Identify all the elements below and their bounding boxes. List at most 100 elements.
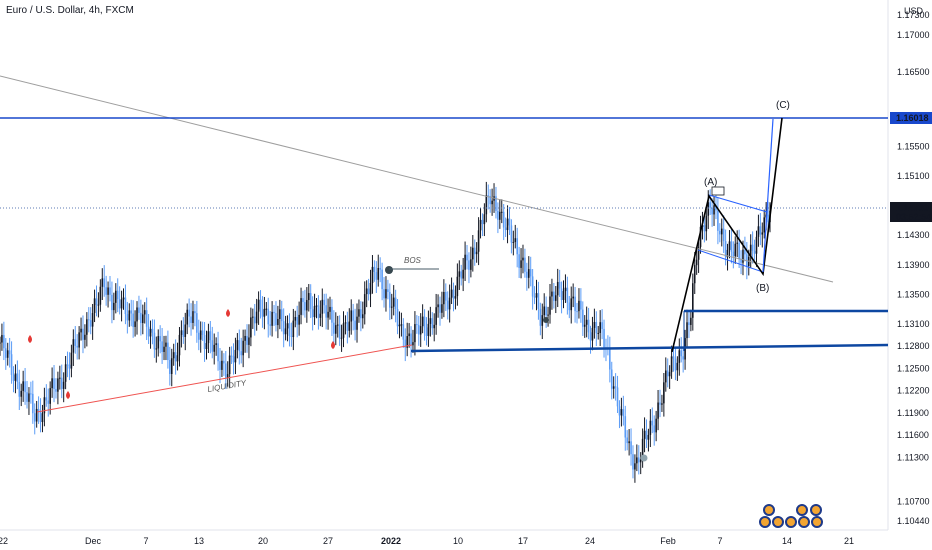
candle-body — [537, 293, 540, 309]
candle-body — [190, 316, 192, 323]
candle-body — [140, 312, 142, 324]
candle-body — [722, 228, 725, 242]
candle-body — [292, 320, 295, 337]
candle-body — [659, 402, 661, 405]
candle-body — [246, 335, 248, 345]
candle-body — [695, 259, 698, 266]
candle-body — [504, 227, 507, 231]
candle-body — [327, 311, 329, 318]
candle-body — [626, 437, 628, 444]
event-icon — [763, 504, 775, 516]
candle-body — [32, 393, 34, 414]
candle-body — [294, 316, 297, 321]
candle-body — [215, 343, 217, 345]
candle-body — [545, 306, 547, 316]
candle-body — [551, 291, 553, 297]
time-tick: 24 — [585, 536, 595, 546]
candle-body — [730, 241, 733, 252]
candle-body — [298, 314, 300, 325]
candle-body — [259, 299, 262, 310]
pennant-bottom — [697, 249, 764, 273]
candle-body — [599, 322, 601, 333]
candle-body — [161, 341, 163, 352]
candle-body — [151, 328, 154, 333]
candle-body — [39, 410, 42, 423]
candle-body — [336, 324, 339, 326]
candle-body — [334, 325, 337, 334]
candle-body — [657, 402, 659, 419]
candle-body — [441, 304, 443, 313]
candle-body — [587, 319, 590, 333]
candle-body — [282, 321, 285, 335]
wave-abc-lines — [671, 117, 783, 353]
candle-body — [244, 335, 246, 341]
candle-body — [113, 302, 115, 311]
candle-body — [641, 438, 644, 460]
candle-body — [466, 254, 468, 261]
candle-body — [35, 408, 38, 422]
candle-body — [450, 289, 453, 298]
candle-body — [174, 352, 177, 362]
candle-body — [472, 247, 474, 260]
candle-body — [539, 308, 542, 326]
candle-body — [562, 291, 565, 301]
candle-body — [288, 323, 291, 336]
candle-body — [554, 295, 557, 301]
candle-body — [64, 364, 67, 382]
candle-body — [593, 321, 596, 328]
candle-body — [180, 330, 183, 335]
price-tick: 1.12800 — [897, 341, 930, 351]
price-tick: 1.15500 — [897, 141, 930, 151]
candle-body — [481, 219, 484, 225]
candle-body — [448, 297, 451, 310]
candle-body — [720, 228, 723, 235]
candle-body — [697, 246, 700, 260]
candle-body — [580, 300, 582, 310]
candle-body — [732, 251, 735, 257]
candle-body — [549, 296, 551, 315]
candle-body — [738, 242, 740, 260]
candle-body — [674, 358, 677, 371]
price-tick: 1.11900 — [897, 408, 929, 418]
time-tick: Feb — [660, 536, 676, 546]
candle-body — [49, 388, 51, 404]
candle-body — [518, 254, 520, 268]
candle-body — [572, 296, 574, 299]
candle-body — [583, 324, 586, 327]
candle-body — [749, 244, 752, 258]
candle-body — [261, 309, 264, 317]
candle-body — [51, 378, 53, 389]
candle-body — [149, 328, 152, 337]
candle-body — [186, 309, 188, 325]
candle-body — [591, 327, 594, 341]
candle-body — [516, 238, 518, 255]
candle-body — [618, 406, 621, 416]
wave-projection-line — [762, 118, 774, 273]
candle-body — [304, 302, 306, 311]
candle-body — [647, 434, 650, 440]
candle-body — [634, 463, 636, 470]
price-tick: 1.11600 — [897, 430, 929, 440]
candle-body — [290, 335, 293, 337]
price-tick: 1.13100 — [897, 319, 930, 329]
candle-body — [219, 361, 221, 370]
candle-body — [755, 236, 758, 254]
candle-body — [16, 373, 19, 382]
candle-body — [460, 271, 463, 279]
candle-body — [663, 382, 665, 404]
candle-body — [373, 266, 376, 273]
drop-icon — [331, 341, 335, 349]
candle-body — [734, 243, 737, 257]
candle-body — [485, 195, 488, 215]
time-tick: 10 — [453, 536, 463, 546]
time-tick: 14 — [782, 536, 792, 546]
candle-body — [705, 215, 708, 232]
candle-body — [340, 337, 343, 339]
price-tick: 1.14300 — [897, 230, 930, 240]
candle-body — [670, 356, 673, 373]
candle-body — [410, 333, 412, 346]
candle-body — [483, 214, 486, 225]
candle-body — [649, 420, 652, 435]
